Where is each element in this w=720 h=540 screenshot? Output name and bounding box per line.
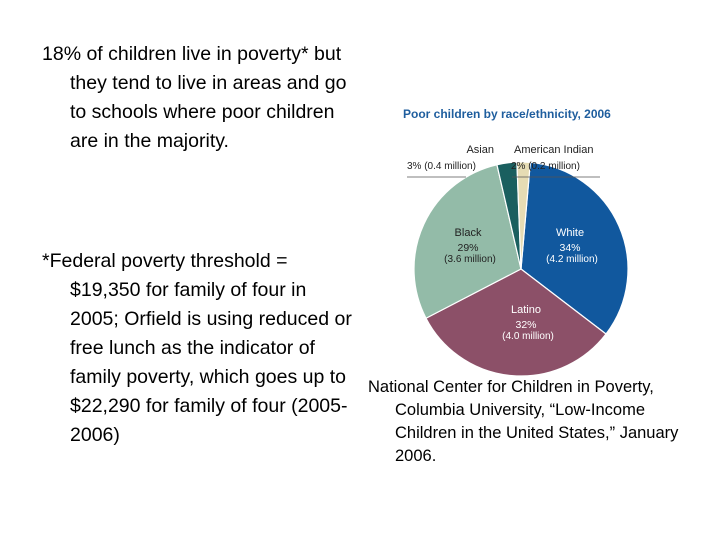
- slice-value-asian: 3% (0.4 million): [407, 161, 476, 172]
- slice-percent-white: 34%: [559, 242, 580, 254]
- slice-label-asian: Asian: [466, 144, 494, 156]
- chart-title: Poor children by race/ethnicity, 2006: [403, 107, 611, 121]
- slice-label-black: Black: [455, 227, 482, 239]
- pie-slice-latino: [425, 268, 607, 377]
- pie-slice-american-indian: [516, 161, 531, 270]
- slice-label-white: White: [556, 227, 584, 239]
- slice-count-white: (4.2 million): [546, 254, 598, 265]
- slice-label-american-indian: American Indian: [514, 144, 594, 156]
- pie-slice-white: [520, 161, 629, 335]
- source-citation: National Center for Children in Poverty,…: [368, 378, 679, 465]
- slice-count-black: (3.6 million): [444, 254, 496, 265]
- slice-count-latino: (4.0 million): [502, 331, 554, 342]
- intro-paragraph: 18% of children live in poverty* but the…: [42, 43, 347, 152]
- pie-slice-black: [413, 164, 522, 320]
- slice-percent-latino: 32%: [515, 319, 536, 331]
- poverty-threshold-footnote: *Federal poverty threshold = $19,350 for…: [42, 250, 352, 446]
- slice-percent-black: 29%: [457, 242, 478, 254]
- slice-value-american-indian: 2% (0.2 million): [511, 161, 580, 172]
- slice-label-latino: Latino: [511, 304, 541, 316]
